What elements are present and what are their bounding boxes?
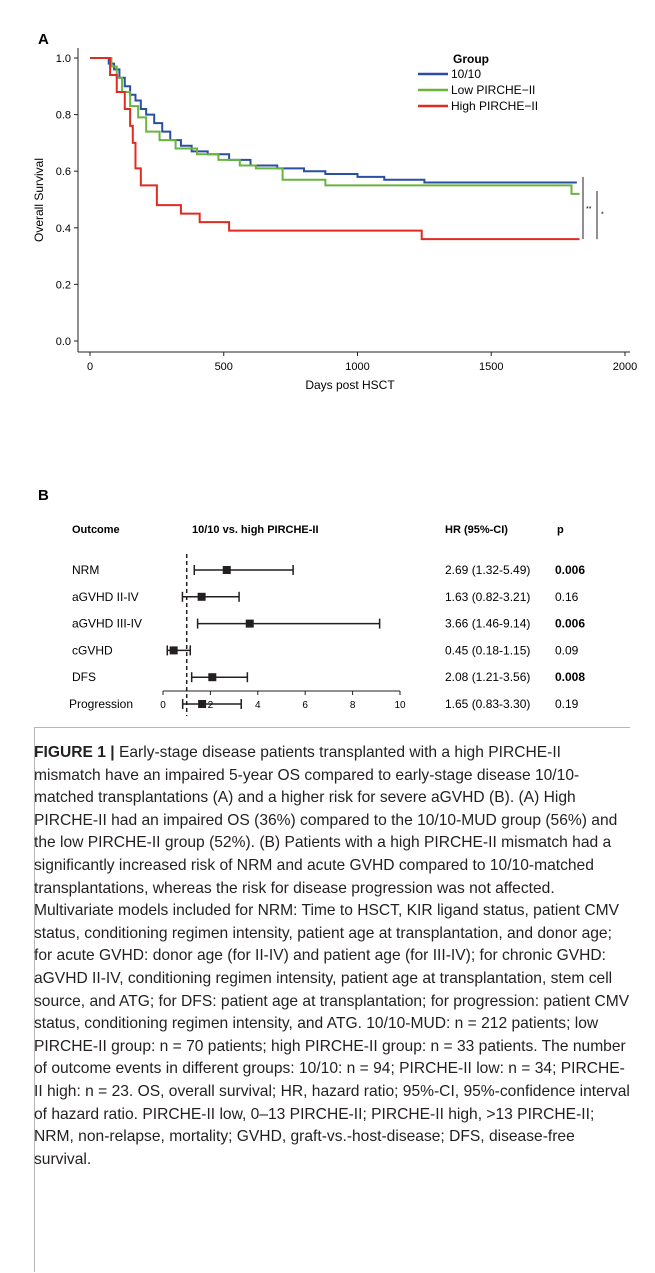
y-tick-label: 0.4 (56, 223, 71, 235)
survival-axes: 0.0 0.2 0.4 0.6 0.8 1.0 0 500 1000 1500 2000 (56, 48, 637, 373)
y-tick-label: 0.6 (56, 166, 71, 178)
legend-entry: Low PIRCHE−II (451, 83, 535, 97)
hr-ci-text: 1.65 (0.83-3.30) (445, 697, 530, 711)
forest-row: aGVHD III-IV 3.66 (1.46-9.14) 0.006 (72, 617, 585, 631)
p-value: 0.16 (555, 590, 579, 604)
outcome-label: aGVHD II-IV (72, 590, 139, 604)
hr-ci-text: 3.66 (1.46-9.14) (445, 617, 530, 631)
y-tick-label: 0.8 (56, 110, 71, 122)
p-value: 0.19 (555, 697, 579, 711)
hr-marker (208, 673, 217, 682)
y-tick-label: 0.0 (56, 336, 71, 348)
hr-marker (169, 646, 178, 655)
x-tick-label: 1000 (345, 361, 369, 373)
hr-ci-text: 1.63 (0.82-3.21) (445, 590, 530, 604)
hr-ci-text: 0.45 (0.18-1.15) (445, 643, 530, 657)
survival-chart: A 0.0 0.2 0.4 0.6 0.8 1.0 0 500 1000 1500 2000 Gro… (32, 31, 637, 392)
forest-row: aGVHD II-IV 1.63 (0.82-3.21) 0.16 (72, 590, 579, 604)
x-tick-label: 500 (215, 361, 233, 373)
forest-x-tick-label: 10 (394, 700, 406, 711)
forest-x-tick-label: 0 (160, 700, 166, 711)
legend-entry: 10/10 (451, 67, 481, 81)
figure-caption: FIGURE 1 | Early-stage disease patients … (34, 727, 630, 1171)
caption-label: FIGURE 1 | (34, 744, 115, 761)
x-tick-label: 2000 (613, 361, 637, 373)
forest-axis: 0 2 4 6 8 10 (160, 690, 406, 711)
legend-title: Group (453, 52, 489, 66)
hr-ci-text: 2.08 (1.21-3.56) (445, 670, 530, 684)
header-hr: HR (95%-CI) (445, 524, 508, 536)
y-axis-label: Overall Survival (32, 158, 46, 242)
x-tick-label: 0 (87, 361, 93, 373)
forest-plot: B Outcome 10/10 vs. high PIRCHE-II HR (9… (38, 487, 585, 716)
outcome-label: aGVHD III-IV (72, 617, 142, 631)
panel-label-a: A (38, 31, 49, 48)
header-p: p (557, 524, 564, 536)
forest-row: cGVHD 0.45 (0.18-1.15) 0.09 (72, 643, 579, 657)
p-value: 0.006 (555, 617, 585, 631)
y-tick-label: 1.0 (56, 53, 71, 65)
caption-rule (34, 727, 35, 1272)
forest-rows: NRM 2.69 (1.32-5.49) 0.006 aGVHD II-IV 1.63 … (69, 554, 585, 716)
header-outcome: Outcome (72, 524, 120, 536)
panel-label-b: B (38, 487, 49, 504)
hr-marker (198, 700, 207, 708)
x-axis-label: Days post HSCT (305, 378, 395, 392)
significance-brackets: *** (582, 176, 604, 240)
legend-entry: High PIRCHE−II (451, 99, 538, 113)
survival-curve-series-2 (90, 57, 580, 195)
forest-x-tick-label: 8 (350, 700, 356, 711)
p-value: 0.006 (555, 563, 585, 577)
hr-ci-text: 2.69 (1.32-5.49) (445, 563, 530, 577)
forest-row: Progression 1.65 (0.83-3.30) 0.19 (69, 697, 579, 711)
outcome-label: DFS (72, 670, 96, 684)
hr-marker (222, 566, 231, 574)
hr-marker (245, 619, 254, 628)
outcome-label: cGVHD (72, 643, 113, 657)
y-tick-label: 0.2 (56, 279, 71, 291)
p-value: 0.09 (555, 643, 579, 657)
header-comparison: 10/10 vs. high PIRCHE-II (192, 524, 319, 536)
forest-x-tick-label: 2 (208, 700, 214, 711)
significance-label: * (601, 211, 604, 218)
significance-label: ** (586, 206, 592, 213)
survival-curve-series-1 (90, 57, 577, 184)
x-tick-label: 1500 (479, 361, 503, 373)
hr-marker (197, 592, 206, 601)
forest-row: DFS 2.08 (1.21-3.56) 0.008 (72, 670, 585, 684)
p-value: 0.008 (555, 670, 585, 684)
forest-row: NRM 2.69 (1.32-5.49) 0.006 (72, 563, 585, 577)
forest-x-tick-label: 4 (255, 700, 261, 711)
survival-curves (90, 57, 580, 241)
caption-text: Early-stage disease patients transplante… (34, 744, 630, 1168)
forest-x-tick-label: 6 (302, 700, 308, 711)
outcome-label: NRM (72, 563, 99, 577)
outcome-label: Progression (69, 697, 133, 711)
survival-curve-series-3 (90, 57, 580, 241)
